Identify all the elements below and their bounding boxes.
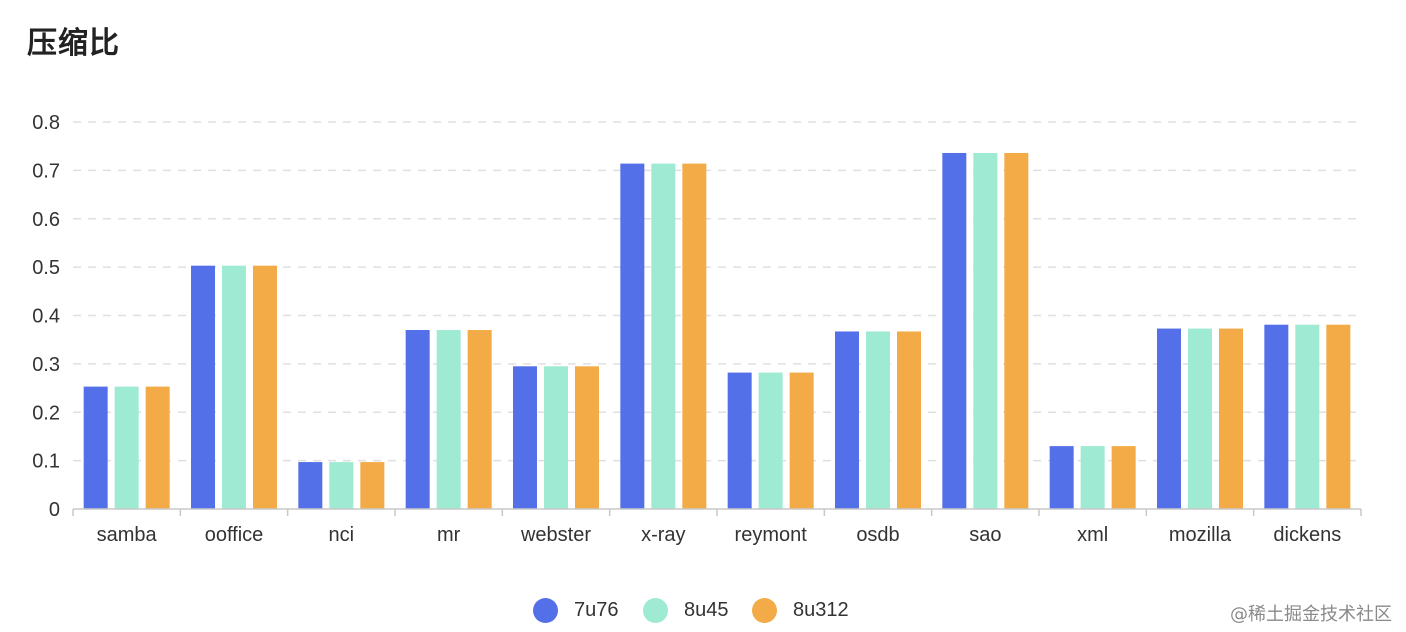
y-axis: 0 0.1 0.2 0.3 0.4 0.5 0.6 0.7 0.8 [32, 112, 60, 521]
bars [83, 152, 1351, 510]
bar-7u76-reymont[interactable] [727, 372, 752, 509]
bar-7u76-ooffice[interactable] [191, 265, 215, 509]
legend-swatch [643, 597, 668, 623]
x-tick-label: samba [97, 524, 158, 546]
bar-7u76-dickens[interactable] [1264, 324, 1289, 509]
x-tick-label: mr [437, 524, 461, 546]
legend-item-7u76[interactable]: 7u76 [533, 590, 619, 630]
legend-swatch [752, 597, 777, 623]
x-tick-label: webster [520, 524, 591, 546]
bar-7u76-xml[interactable] [1049, 446, 1074, 509]
bar-8u312-samba[interactable] [145, 386, 170, 509]
x-tick-label: nci [329, 524, 355, 546]
chart-title: 压缩比 [27, 26, 120, 61]
legend: 7u76 8u45 8u312 [0, 590, 1406, 630]
legend-label: 8u312 [793, 598, 849, 621]
bar-7u76-osdb[interactable] [835, 331, 859, 509]
bar-chart: 0 0.1 0.2 0.3 0.4 0.5 0.6 0.7 0.8 samba ooffice nc… [32, 112, 1362, 546]
bar-8u45-sao[interactable] [973, 152, 998, 509]
bar-8u312-mr[interactable] [467, 330, 492, 509]
bar-8u312-reymont[interactable] [789, 372, 814, 509]
x-tick-label: dickens [1273, 524, 1341, 546]
x-tick-label: xml [1077, 524, 1108, 546]
bar-7u76-x-ray[interactable] [620, 163, 645, 510]
legend-label: 7u76 [574, 598, 619, 621]
bar-8u45-ooffice[interactable] [222, 265, 246, 509]
x-tick-label: mozilla [1169, 524, 1232, 546]
legend-item-8u45[interactable]: 8u45 [643, 590, 729, 630]
credit-watermark: @稀土掘金技术社区 [1230, 604, 1392, 625]
bar-8u312-nci[interactable] [360, 462, 385, 509]
grid-lines [73, 121, 1361, 462]
x-tick-label: reymont [735, 524, 808, 546]
bar-8u45-x-ray[interactable] [651, 163, 676, 510]
bar-8u312-dickens[interactable] [1326, 324, 1351, 509]
y-tick-label: 0.6 [32, 209, 60, 231]
y-tick-label: 0.2 [32, 402, 60, 424]
bar-8u45-reymont[interactable] [758, 372, 783, 509]
legend-item-8u312[interactable]: 8u312 [752, 590, 849, 630]
bar-7u76-sao[interactable] [942, 152, 967, 509]
y-tick-label: 0.5 [32, 257, 60, 279]
bar-8u312-webster[interactable] [575, 366, 599, 509]
bar-7u76-samba[interactable] [83, 386, 108, 509]
bar-7u76-mozilla[interactable] [1157, 328, 1181, 509]
bar-8u45-osdb[interactable] [866, 331, 890, 509]
bar-8u45-webster[interactable] [544, 366, 568, 509]
x-tick-label: sao [969, 524, 1001, 546]
y-tick-label: 0.3 [32, 354, 60, 376]
x-axis: samba ooffice nci mr webster x-ray reymont osdb… [72, 508, 1362, 546]
x-tick-label: ooffice [205, 524, 264, 546]
bar-8u45-xml[interactable] [1080, 446, 1105, 509]
bar-7u76-nci[interactable] [298, 462, 323, 509]
bar-8u45-mozilla[interactable] [1188, 328, 1212, 509]
bar-8u312-mozilla[interactable] [1219, 328, 1243, 509]
bar-8u312-ooffice[interactable] [253, 265, 277, 509]
bar-8u312-x-ray[interactable] [682, 163, 707, 510]
legend-swatch [533, 597, 558, 623]
x-tick-label: x-ray [641, 524, 685, 546]
legend-label: 8u45 [684, 598, 729, 621]
bar-8u45-samba[interactable] [114, 386, 139, 509]
y-tick-label: 0.1 [32, 451, 60, 473]
y-tick-label: 0.8 [32, 112, 60, 134]
y-tick-label: 0.7 [32, 160, 60, 182]
bar-8u312-sao[interactable] [1004, 152, 1029, 509]
bar-8u312-osdb[interactable] [897, 331, 921, 509]
x-tick-label: osdb [856, 524, 899, 546]
y-tick-label: 0 [49, 499, 60, 521]
bar-7u76-webster[interactable] [513, 366, 537, 509]
bar-8u312-xml[interactable] [1111, 446, 1136, 509]
bar-8u45-dickens[interactable] [1295, 324, 1320, 509]
bar-8u45-nci[interactable] [329, 462, 354, 509]
bar-7u76-mr[interactable] [405, 330, 430, 509]
y-tick-label: 0.4 [32, 306, 60, 328]
bar-8u45-mr[interactable] [436, 330, 461, 509]
